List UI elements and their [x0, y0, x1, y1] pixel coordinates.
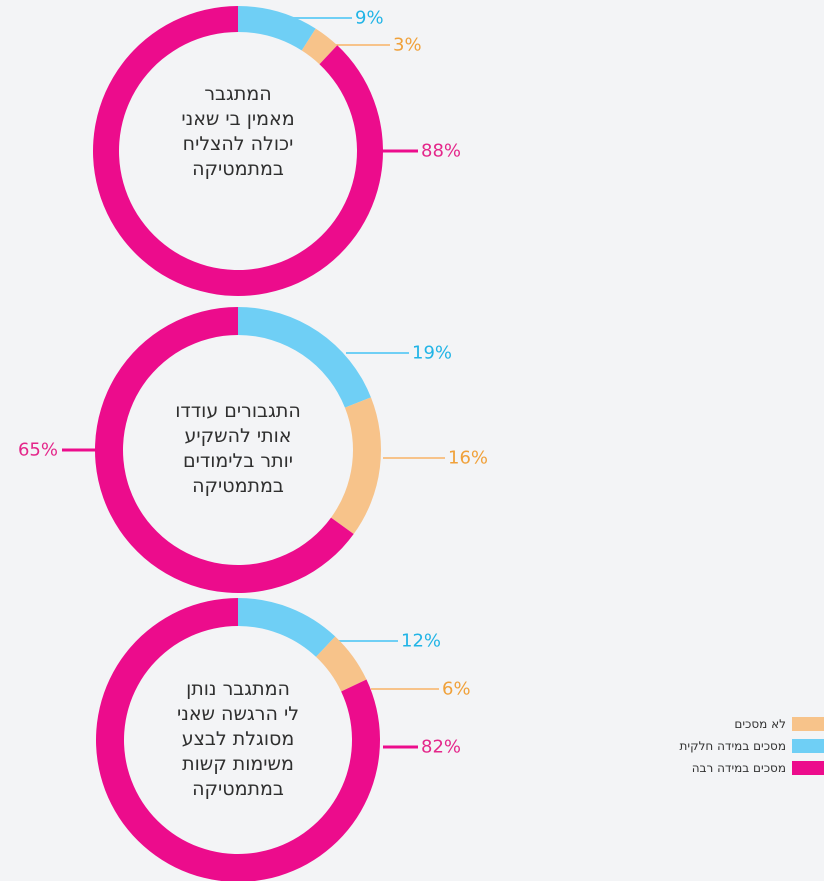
donut-2-title: התגבורים עודדו אותי להשקיע יותר בלימודים במ…: [148, 399, 328, 499]
donut-1-title-line: מאמין בי שאני: [181, 108, 295, 130]
donut-1-slice-partly-agree: [238, 6, 316, 51]
donut-2-title-line: יותר בלימודים: [182, 450, 294, 472]
donut-1-data-label-not-agree: 3%: [393, 35, 422, 56]
donut-3-data-label-partly-agree: 12%: [401, 631, 441, 652]
legend-label-partly-agree: מסכים במידה חלקית: [679, 739, 786, 753]
donut-3-title: המתגבר נותן לי הרגשה שאני מסוגלת לבצע משימו…: [148, 677, 328, 802]
donut-1-slice-not-agree: [301, 28, 338, 65]
donut-3-title-line: לי הרגשה שאני: [177, 703, 299, 725]
donut-3-data-label-strongly-agree: 82%: [421, 737, 461, 758]
donut-3-data-label-not-agree: 6%: [442, 679, 471, 700]
donut-1-title-line: במתמטיקה: [192, 158, 284, 180]
donut-2-title-line: אותי להשקיע: [184, 425, 292, 447]
donut-3-slice-not-agree: [316, 636, 367, 692]
donut-1-data-label-partly-agree: 9%: [355, 8, 384, 29]
legend-swatch-not-agree: [792, 717, 824, 731]
legend-item-not-agree: לא מסכים: [560, 713, 824, 735]
donut-2-data-label-partly-agree: 19%: [412, 343, 452, 364]
donut-2: 19% 16% 65%: [18, 307, 488, 594]
donut-2-slice-not-agree: [331, 397, 381, 535]
donut-2-data-label-not-agree: 16%: [448, 448, 488, 469]
donut-3-title-line: במתמטיקה: [192, 778, 284, 800]
donut-2-title-line: התגבורים עודדו: [175, 400, 301, 422]
donut-2-title-line: במתמטיקה: [192, 475, 284, 497]
donut-1-title-line: המתגבר: [204, 83, 272, 105]
donut-3-slice-partly-agree: [238, 598, 336, 657]
donut-3-title-line: משימות קשות: [182, 753, 294, 775]
donut-1-title-line: יכולה להצליח: [182, 133, 294, 155]
legend: לא מסכים מסכים במידה חלקית מסכים במידה ר…: [560, 713, 824, 779]
donut-3-title-line: המתגבר נותן: [186, 678, 290, 700]
donut-3-title-line: מסוגלת לבצע: [181, 728, 295, 750]
legend-item-strongly-agree: מסכים במידה רבה: [560, 757, 824, 779]
legend-item-partly-agree: מסכים במידה חלקית: [560, 735, 824, 757]
legend-label-not-agree: לא מסכים: [734, 717, 786, 731]
legend-swatch-strongly-agree: [792, 761, 824, 775]
donut-3: 12% 6% 82%: [96, 598, 471, 881]
legend-label-strongly-agree: מסכים במידה רבה: [691, 761, 786, 775]
donut-2-slice-partly-agree: [238, 307, 371, 408]
donut-1-data-label-strongly-agree: 88%: [421, 141, 461, 162]
donut-1: 9% 3% 88%: [93, 6, 461, 296]
donut-2-data-label-strongly-agree: 65%: [18, 440, 58, 461]
legend-swatch-partly-agree: [792, 739, 824, 753]
donut-1-title: המתגבר מאמין בי שאני יכולה להצליח במתמטיקה: [148, 82, 328, 182]
